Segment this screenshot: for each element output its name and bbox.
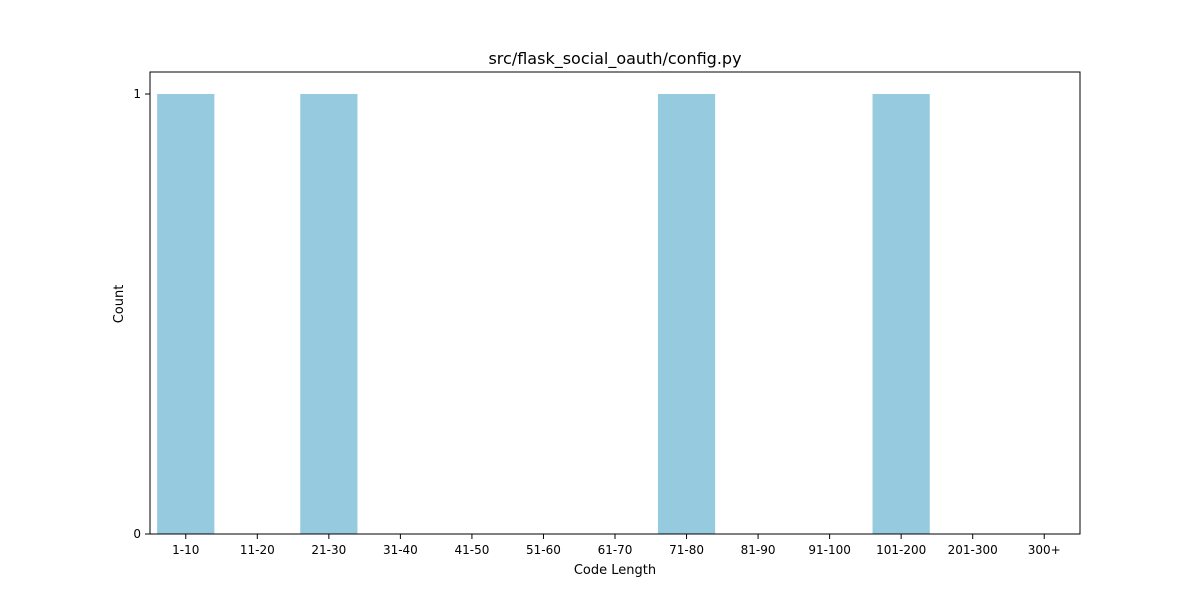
plot-area-frame (149, 71, 1081, 535)
bar-21-30 (300, 94, 358, 534)
bars-group (157, 94, 930, 534)
x-axis-ticks: 1-10 11-20 21-30 31-40 41-50 51-60 61-70 71-80 8… (172, 534, 1061, 557)
y-axis-label: Count (112, 285, 127, 324)
x-tick-label: 11-20 (240, 543, 275, 557)
y-axis-ticks: 01 (133, 87, 150, 541)
x-tick-label: 101-200 (876, 543, 926, 557)
x-tick-label: 201-300 (948, 543, 998, 557)
bar-101-200 (872, 94, 930, 534)
x-axis-label: Code Length (574, 563, 656, 578)
chart-title: src/flask_social_oauth/config.py (488, 49, 741, 69)
x-tick-label: 51-60 (526, 543, 561, 557)
x-tick-label: 61-70 (598, 543, 633, 557)
x-tick-label: 91-100 (808, 543, 851, 557)
x-tick-label: 71-80 (669, 543, 704, 557)
x-tick-label: 41-50 (454, 543, 489, 557)
y-tick-label: 1 (133, 87, 141, 101)
x-tick-label: 21-30 (311, 543, 346, 557)
x-tick-label: 1-10 (172, 543, 199, 557)
bar-71-80 (657, 94, 716, 534)
x-tick-label: 81-90 (741, 543, 776, 557)
bar-1-10 (157, 94, 215, 534)
x-tick-label: 300+ (1028, 543, 1061, 557)
y-tick-label: 0 (133, 527, 141, 541)
x-tick-label: 31-40 (383, 543, 418, 557)
